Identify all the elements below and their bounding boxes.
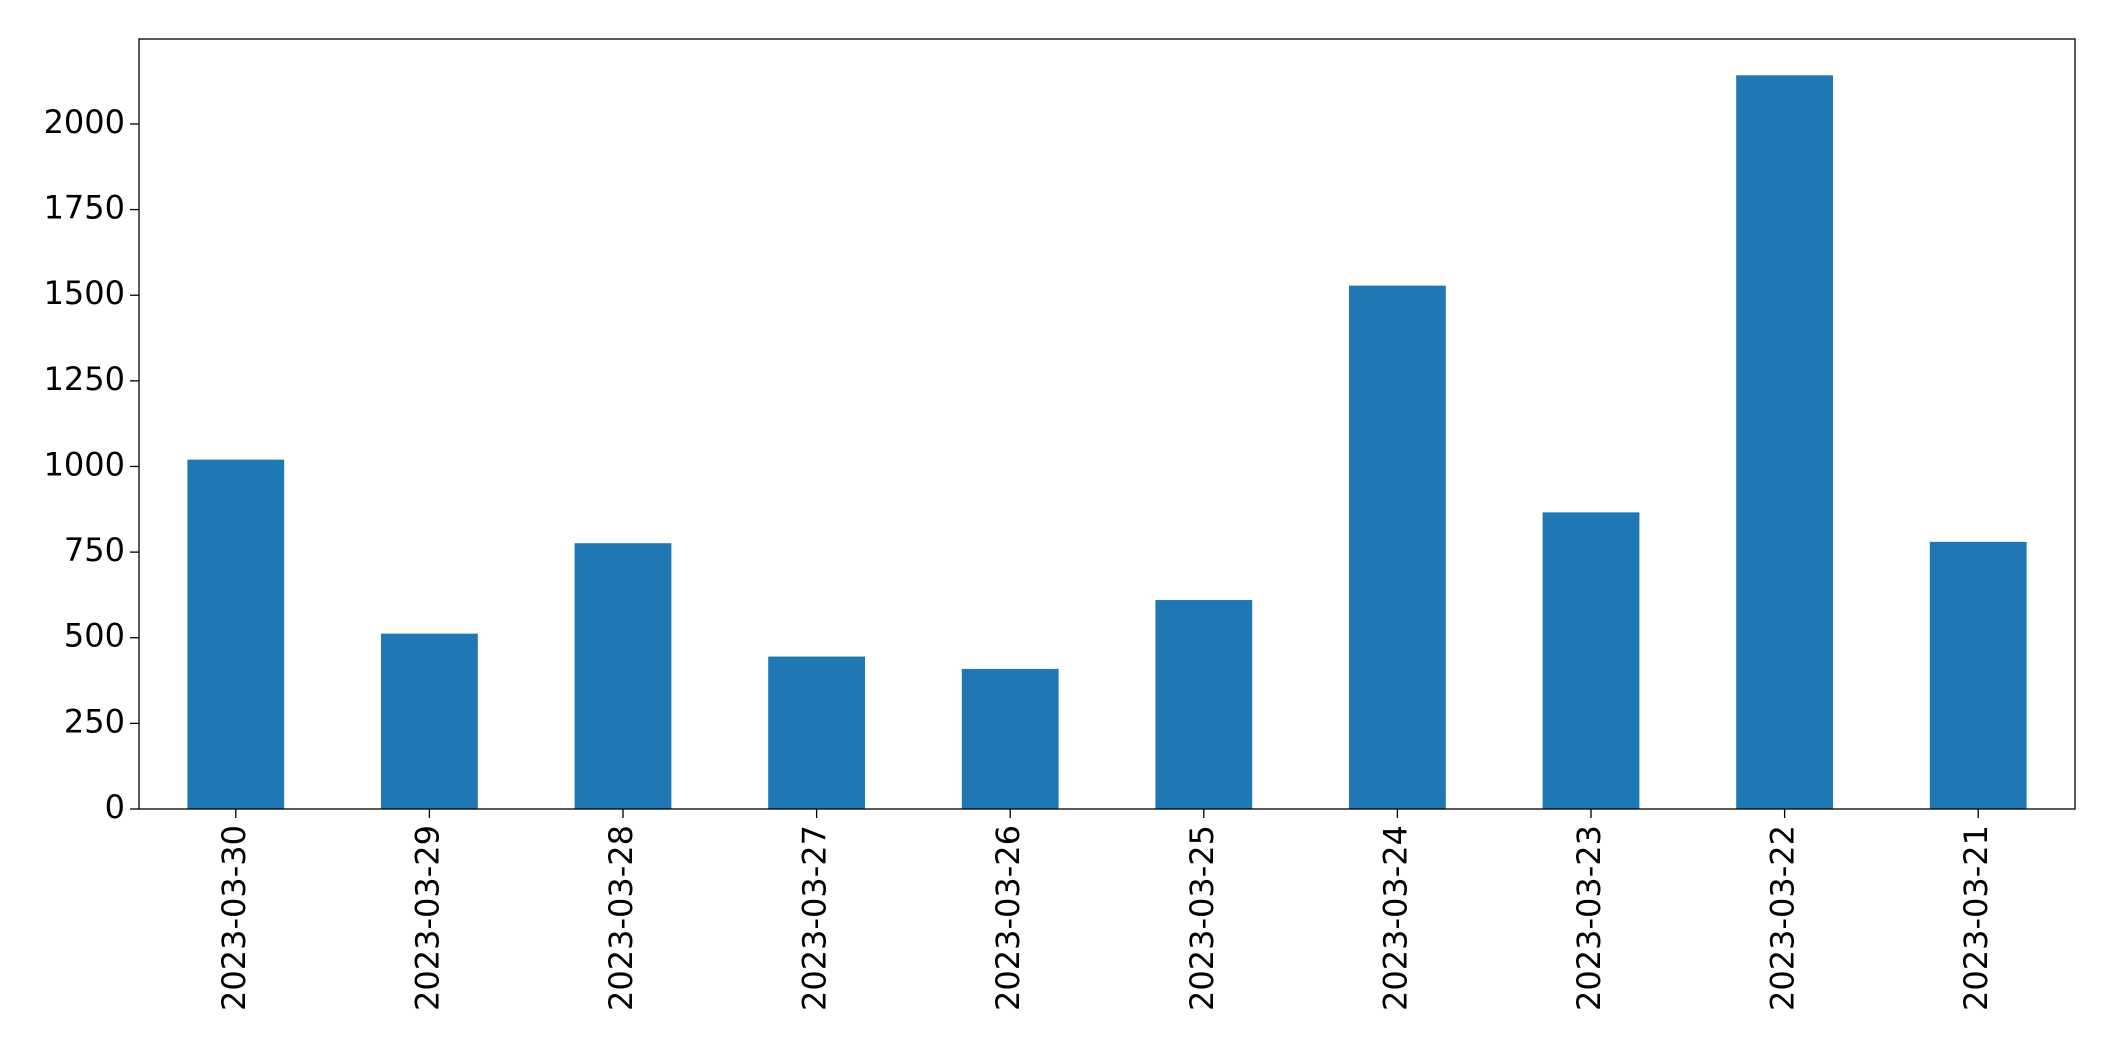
bar	[768, 656, 865, 809]
bar	[1736, 75, 1833, 809]
bar	[961, 668, 1059, 809]
y-tick-label: 0	[105, 788, 125, 826]
y-tick-label: 250	[64, 702, 125, 740]
y-tick-label: 500	[64, 617, 125, 655]
y-tick-label: 1500	[44, 274, 125, 312]
x-tick-label: 2023-03-27	[796, 825, 834, 1011]
bar	[574, 543, 672, 809]
y-tick-label: 1250	[44, 360, 125, 398]
x-tick-label: 2023-03-25	[1183, 825, 1221, 1011]
bar	[187, 459, 285, 809]
plot-frame	[138, 38, 2076, 810]
x-tick-label: 2023-03-28	[602, 825, 640, 1011]
x-tick-label: 2023-03-30	[215, 825, 253, 1011]
bar	[1542, 512, 1640, 809]
x-tick-label: 2023-03-24	[1376, 825, 1414, 1011]
x-tick-label: 2023-03-21	[1957, 825, 1995, 1011]
y-tick-label: 2000	[44, 103, 125, 141]
x-tick-label: 2023-03-22	[1764, 825, 1802, 1011]
x-tick-label: 2023-03-29	[408, 825, 446, 1011]
y-tick-label: 1750	[44, 189, 125, 227]
x-tick-label: 2023-03-26	[989, 825, 1027, 1011]
bar	[1929, 541, 2027, 809]
x-tick-label: 2023-03-23	[1570, 825, 1608, 1011]
bar	[381, 633, 478, 809]
y-tick-label: 750	[64, 531, 125, 569]
bar	[1155, 600, 1253, 809]
bar	[1349, 285, 1446, 809]
y-tick-label: 1000	[44, 445, 125, 483]
